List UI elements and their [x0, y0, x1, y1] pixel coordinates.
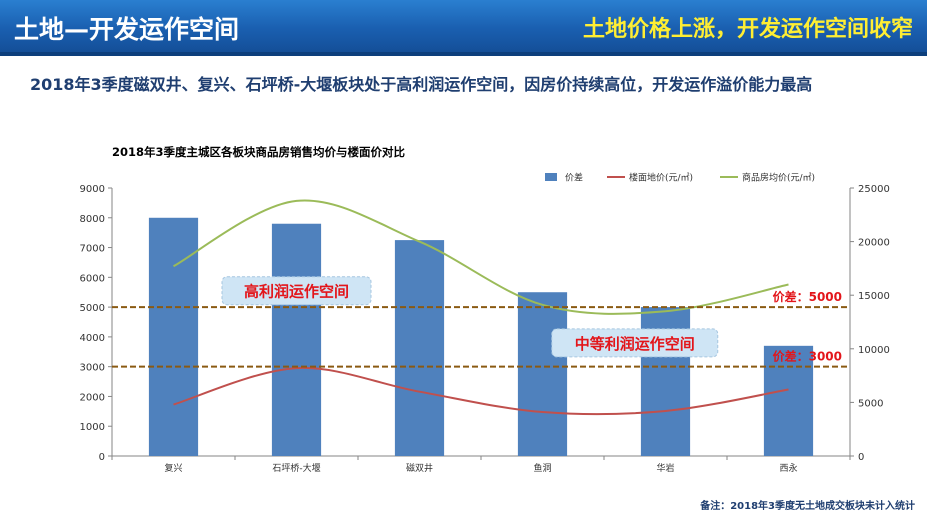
bar-price-gap [763, 345, 814, 456]
reference-line-label: 价差：3000 [773, 349, 842, 364]
bar-price-gap [394, 240, 445, 456]
bar-price-gap [148, 217, 199, 456]
right-tick-label: 5000 [858, 398, 883, 409]
page-title: 土地—开发运作空间 [14, 15, 240, 44]
x-tick-label: 鱼洞 [533, 462, 551, 474]
left-tick-label: 0 [99, 452, 105, 463]
left-tick-label: 7000 [80, 244, 105, 255]
right-tick-label: 10000 [858, 345, 890, 356]
x-tick-label: 磁双井 [406, 462, 433, 474]
left-tick-label: 1000 [80, 422, 105, 433]
right-tick-label: 20000 [858, 238, 890, 249]
page-headline: 土地价格上涨，开发运作空间收窄 [582, 17, 913, 42]
page-subtitle: 2018年3季度磁双井、复兴、石坪桥-大堰板块处于高利润运作空间，因房价持续高位… [30, 75, 813, 94]
line-house-price [173, 199, 789, 315]
left-tick-label: 8000 [80, 214, 105, 225]
zone-label-box [221, 276, 372, 306]
right-tick-label: 15000 [858, 291, 890, 302]
header-accent-line [0, 52, 927, 56]
x-tick-label: 西永 [779, 462, 797, 474]
zone-label: 中等利润运作空间 [575, 335, 695, 353]
legend-label: 楼面地价(元/㎡) [629, 172, 693, 184]
legend-label: 商品房均价(元/㎡) [742, 172, 815, 184]
right-tick-label: 0 [858, 452, 864, 463]
line-land-price [173, 366, 789, 416]
footnote: 备注：2018年3季度无土地成交板块未计入统计 [700, 501, 915, 512]
reference-line-label: 价差：5000 [773, 289, 842, 304]
header-bar [0, 0, 927, 52]
legend-swatch-bar [545, 173, 557, 181]
left-tick-label: 9000 [80, 184, 105, 195]
bar-price-gap [517, 292, 568, 456]
left-tick-label: 5000 [80, 303, 105, 314]
legend-label: 价差 [565, 172, 583, 184]
left-tick-label: 6000 [80, 273, 105, 284]
x-tick-label: 复兴 [164, 462, 182, 474]
chart-title: 2018年3季度主城区各板块商品房销售均价与楼面价对比 [112, 145, 406, 159]
left-tick-label: 2000 [80, 392, 105, 403]
left-tick-label: 3000 [80, 363, 105, 374]
right-tick-label: 25000 [858, 184, 890, 195]
x-tick-label: 石坪桥-大堰 [272, 462, 320, 474]
bar-price-gap [271, 223, 322, 456]
x-tick-label: 华岩 [656, 462, 674, 474]
zone-label-box [551, 328, 719, 358]
zone-label: 高利润运作空间 [244, 283, 349, 301]
left-tick-label: 4000 [80, 333, 105, 344]
